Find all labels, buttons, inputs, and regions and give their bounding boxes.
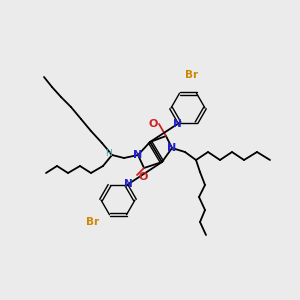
Text: N: N [134, 150, 142, 160]
Text: O: O [138, 172, 148, 182]
Text: Br: Br [86, 217, 100, 227]
Text: O: O [148, 119, 158, 129]
Text: Br: Br [185, 70, 199, 80]
Text: N: N [124, 179, 133, 189]
Text: N: N [173, 119, 182, 129]
Text: N: N [167, 143, 177, 153]
Text: H: H [105, 149, 111, 158]
